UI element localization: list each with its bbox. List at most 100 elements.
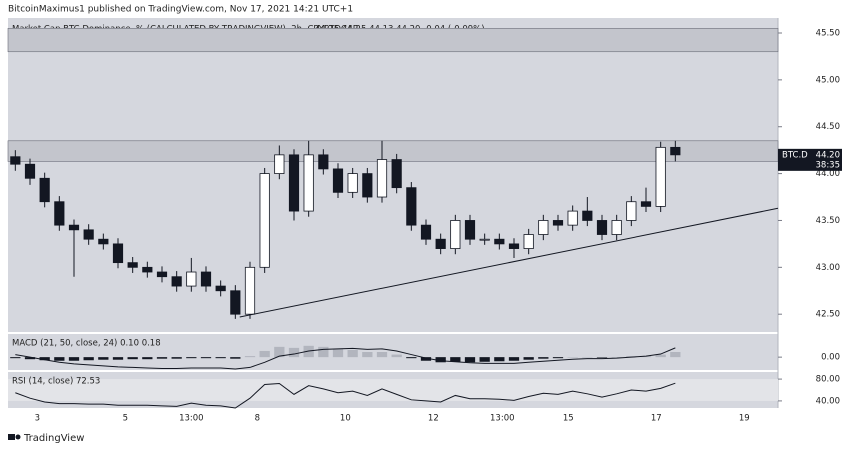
candle-body (10, 156, 21, 165)
histogram-bar (24, 357, 36, 360)
candle-body (215, 285, 226, 292)
y-tick-label: 45.00 (816, 75, 840, 85)
x-tick-label: 10 (340, 414, 351, 424)
y-tick-label: 44.00 (816, 169, 840, 179)
rsi-line (15, 382, 676, 409)
candle-body (391, 159, 402, 189)
histogram-bar (596, 357, 608, 358)
histogram-bar (200, 357, 212, 359)
candle-body (112, 243, 124, 264)
y-tick-label: 43.50 (816, 216, 840, 226)
x-tick-label: 8 (255, 414, 260, 424)
candle-body (494, 238, 505, 245)
histogram-bar (494, 357, 505, 362)
histogram-bar (450, 357, 461, 362)
y-tick-label: 0.00 (821, 353, 840, 363)
candle-body (230, 290, 241, 315)
candle-body (420, 224, 432, 240)
y-tick-label: 42.50 (816, 310, 840, 320)
x-tick-label: 13:00 (490, 414, 515, 424)
histogram-bar (10, 357, 21, 359)
histogram-bar (567, 357, 578, 358)
candle-body (274, 154, 285, 174)
histogram-bar (464, 357, 476, 363)
histogram-bar (435, 357, 446, 363)
histogram-bar (112, 357, 124, 360)
candle-body (538, 220, 549, 235)
candle-body (332, 168, 344, 193)
macd-label: MACD (21, 50, close, 24) 0.10 0.18 (12, 339, 161, 349)
candle-body (596, 220, 608, 235)
candle-body (142, 266, 153, 273)
histogram-bar (626, 356, 637, 358)
x-tick-label: 13:00 (179, 414, 204, 424)
x-tick-label: 5 (123, 414, 128, 424)
histogram-bar (127, 357, 138, 360)
price-countdown: 38:35 (816, 160, 841, 170)
candle-body (54, 201, 65, 226)
candle-body (552, 220, 564, 226)
histogram-bar (347, 349, 358, 358)
candle-body (567, 210, 578, 226)
rsi-label: RSI (14, close) 72.53 (12, 377, 100, 387)
candle-body (83, 229, 94, 240)
candle-body (288, 154, 300, 212)
x-tick-label: 3 (35, 414, 40, 424)
histogram-bar (420, 357, 432, 361)
brand: TradingView (23, 433, 84, 444)
candle-body (68, 224, 80, 231)
histogram-bar (582, 357, 593, 358)
macd-line (15, 347, 676, 370)
price-label-name: BTC.D (782, 150, 808, 160)
candle-body (318, 154, 329, 170)
histogram-bar (156, 357, 168, 359)
histogram-bar (538, 357, 549, 359)
y-tick-label: 40.00 (816, 396, 840, 406)
trendline (239, 207, 779, 318)
histogram-bar (288, 347, 300, 358)
histogram-bar (391, 354, 402, 358)
histogram-bar (83, 357, 94, 361)
histogram-bar (655, 354, 666, 358)
histogram-bar (670, 352, 681, 358)
candle-body (450, 220, 461, 249)
histogram-bar (54, 357, 65, 361)
histogram-bar (215, 357, 226, 359)
zone (7, 28, 779, 53)
candle-body (24, 163, 36, 179)
y-tick-label: 43.00 (816, 263, 840, 273)
y-tick-label: 45.50 (816, 28, 840, 38)
histogram-bar (362, 352, 373, 358)
price-label-value: 44.20 (816, 150, 840, 160)
histogram-bar (376, 352, 388, 358)
candle-body (200, 271, 212, 287)
histogram-bar (479, 357, 490, 362)
histogram-bar (171, 357, 182, 359)
candle-body (464, 220, 476, 240)
candle-body (670, 146, 681, 156)
candle-body (259, 173, 270, 268)
x-tick-label: 19 (739, 414, 750, 424)
histogram-bar (142, 357, 153, 360)
candle-body (156, 271, 168, 278)
price-label-box (778, 148, 842, 171)
histogram-bar (552, 357, 564, 359)
candle-body (303, 154, 314, 212)
histogram-bar (244, 356, 256, 358)
histogram-bar (406, 357, 417, 359)
histogram-bar (230, 357, 241, 359)
candle-body (655, 146, 666, 207)
histogram-bar (186, 357, 197, 359)
histogram-bar (68, 357, 80, 361)
macd-pane (8, 334, 778, 370)
histogram-bar (98, 357, 109, 360)
y-tick-label: 80.00 (816, 375, 840, 385)
histogram-bar (508, 357, 520, 361)
rsi-band (8, 379, 778, 401)
histogram-bar (318, 346, 329, 358)
candle-body (508, 243, 520, 249)
candle-body (39, 177, 50, 203)
candle-body (640, 201, 652, 207)
candle-body (376, 159, 388, 198)
candle-body (347, 173, 358, 193)
